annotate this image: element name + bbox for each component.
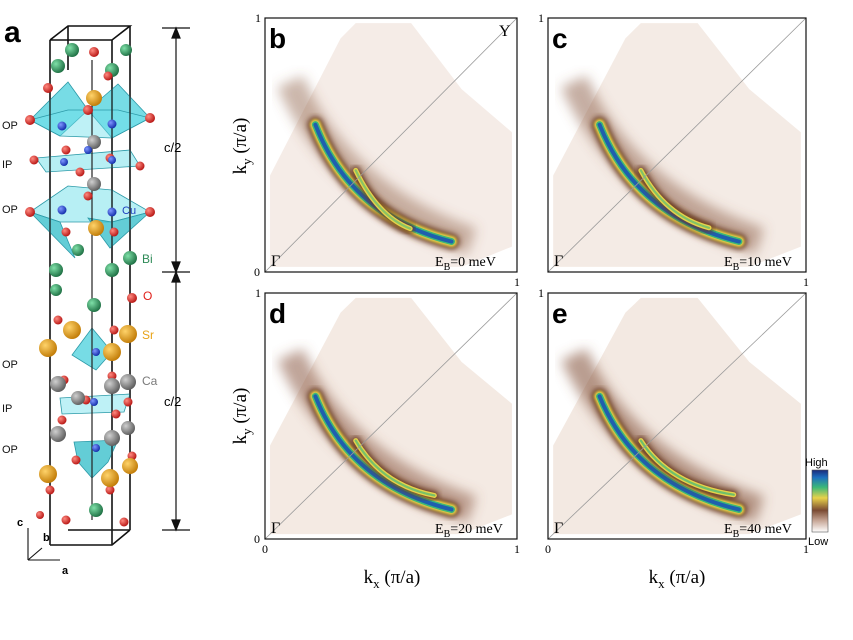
map-panel-b: b Γ Y EB=0 meV 1 1 0	[254, 11, 520, 289]
half-cell-label-top: c/2	[164, 140, 181, 155]
cuo-polyhedra-upper	[28, 81, 152, 259]
colorbar: High Low	[805, 457, 829, 548]
legend-bi: Bi	[142, 252, 153, 266]
crystal-structure-panel: a	[2, 16, 190, 577]
y-tick-one: 1	[538, 11, 544, 25]
map-panel-d: d Γ EB=20 meV 1 1 00	[254, 286, 520, 556]
crystal-axes	[27, 528, 60, 561]
map-frame	[264, 17, 518, 273]
legend-ca: Ca	[142, 374, 158, 388]
x-tick-one: 1	[803, 542, 809, 556]
layer-label-op-1: OP	[2, 120, 18, 132]
diagonal-line	[547, 292, 807, 540]
x-axis-title-left: kx (π/a)	[364, 567, 421, 591]
y-tick-zero: 0	[254, 265, 260, 279]
x-tick-one: 1	[803, 275, 809, 289]
panel-label-b: b	[269, 23, 286, 54]
map-frame	[547, 292, 807, 540]
map-panel-e: e Γ EB=40 meV 1 1 0	[538, 286, 809, 556]
atoms-ca	[50, 135, 136, 446]
y-tick-zero: 0	[254, 532, 260, 546]
layer-label-ip-1: IP	[2, 159, 12, 171]
atoms-cu	[57, 119, 117, 452]
half-cell-dimension-bottom	[162, 270, 190, 532]
axis-c-label: c	[17, 517, 23, 529]
atoms-o	[25, 47, 155, 527]
legend-sr: Sr	[142, 328, 154, 342]
diagonal-line	[547, 17, 807, 273]
x-tick-zero: 0	[545, 542, 551, 556]
y-axis-title-top: ky (π/a)	[230, 118, 254, 175]
diagonal-line	[264, 17, 518, 273]
colorbar-high-label: High	[805, 457, 828, 469]
y-tick-one: 1	[255, 11, 261, 25]
y-tick-one: 1	[538, 286, 544, 300]
y-point-label: Y	[499, 23, 511, 40]
layer-label-op-2: OP	[2, 204, 18, 216]
map-frame	[264, 292, 518, 540]
gamma-point-label: Γ	[271, 253, 280, 270]
map-panel-c: c Γ EB=10 meV 1 1	[538, 11, 809, 289]
x-tick-one: 1	[514, 542, 520, 556]
x-tick-zero: 0	[262, 542, 268, 556]
legend-cu: Cu	[122, 205, 136, 217]
x-axis-title-right: kx (π/a)	[649, 567, 706, 591]
axis-a-label: a	[62, 565, 69, 577]
gamma-point-label: Γ	[554, 520, 563, 537]
y-axis-title-bottom: ky (π/a)	[230, 388, 254, 445]
panel-label-d: d	[269, 298, 286, 329]
binding-energy-label: EB=10 meV	[724, 255, 792, 273]
axis-b-label: b	[43, 532, 50, 544]
layer-label-ip-2: IP	[2, 403, 12, 415]
binding-energy-label: EB=20 meV	[435, 522, 503, 540]
diagonal-line	[264, 292, 518, 540]
layer-label-op-4: OP	[2, 444, 18, 456]
panel-label-e: e	[552, 298, 568, 329]
y-tick-one: 1	[255, 286, 261, 300]
binding-energy-label: EB=0 meV	[435, 255, 496, 273]
layer-label-op-3: OP	[2, 359, 18, 371]
atoms-sr	[39, 90, 138, 487]
colorbar-low-label: Low	[808, 536, 828, 548]
gamma-point-label: Γ	[271, 520, 280, 537]
panel-label-a: a	[4, 16, 21, 49]
x-tick-one: 1	[514, 275, 520, 289]
panel-label-c: c	[552, 23, 568, 54]
binding-energy-label: EB=40 meV	[724, 522, 792, 540]
gamma-point-label: Γ	[554, 253, 563, 270]
half-cell-label-bottom: c/2	[164, 394, 181, 409]
map-frame	[547, 17, 807, 273]
legend-o: O	[143, 289, 152, 303]
